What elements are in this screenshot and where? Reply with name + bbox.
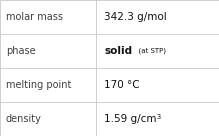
Text: phase: phase: [6, 46, 36, 56]
Text: 1.59 g/cm: 1.59 g/cm: [104, 114, 157, 124]
Text: molar mass: molar mass: [6, 12, 63, 22]
Text: 342.3 g/mol: 342.3 g/mol: [104, 12, 167, 22]
Text: (at STP): (at STP): [134, 48, 166, 54]
Text: solid: solid: [104, 46, 132, 56]
Text: density: density: [6, 114, 42, 124]
Text: melting point: melting point: [6, 80, 71, 90]
Text: 170 °C: 170 °C: [104, 80, 140, 90]
Text: 3: 3: [157, 114, 161, 120]
